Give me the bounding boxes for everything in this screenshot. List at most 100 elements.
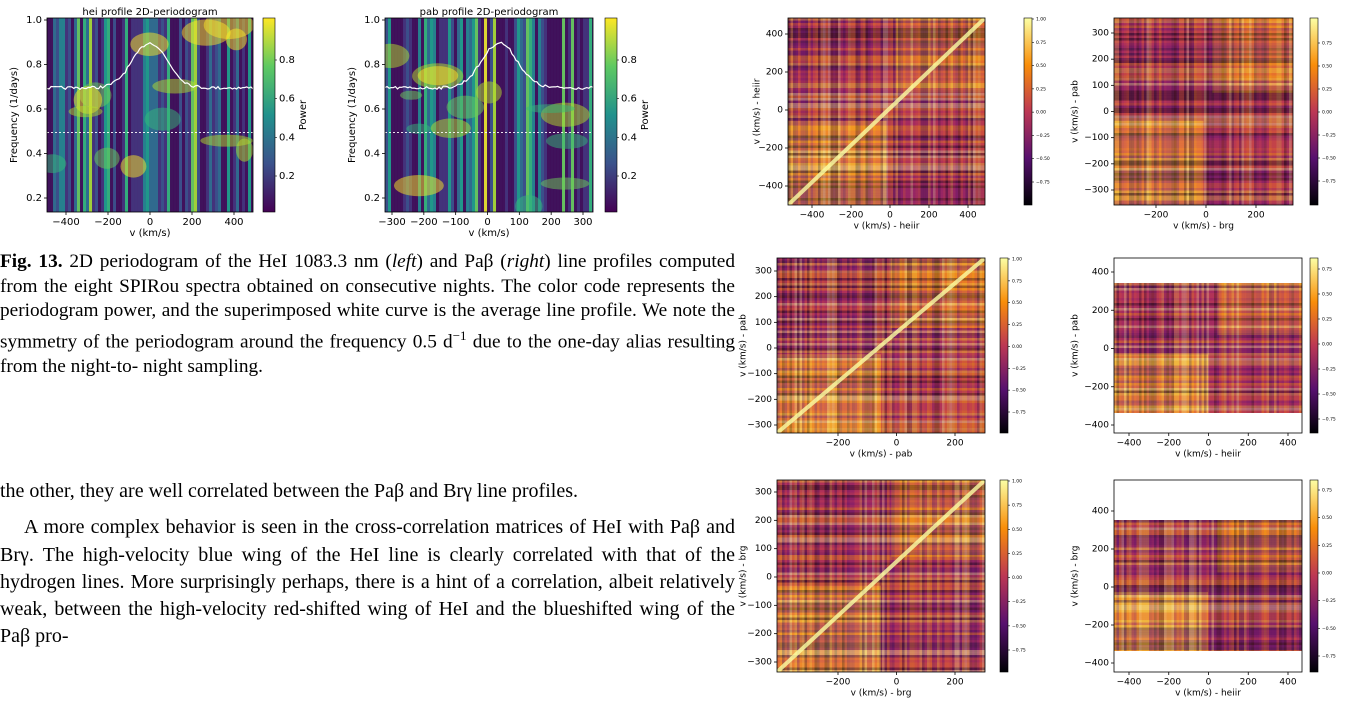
heatmap-cell: [777, 405, 985, 409]
heatmap-cell: [427, 18, 431, 212]
heatmap-cell: [829, 480, 833, 672]
heatmap-cell: [221, 18, 225, 212]
heatmap-cell: [511, 18, 515, 212]
heatmap-cell: [777, 420, 985, 424]
heatmap-cell: [1114, 25, 1293, 29]
heatmap-cell: [777, 333, 985, 336]
heatmap-cell: [1229, 18, 1232, 205]
heatmap-cell: [982, 258, 985, 433]
heatmap-cell: [777, 278, 985, 281]
heatmap-cell: [800, 18, 804, 205]
heatmap-cell: [832, 480, 835, 672]
heatmap-cell: [777, 627, 985, 631]
heatmap-cell: [777, 512, 985, 516]
heatmap-cell: [1114, 163, 1293, 166]
heatmap-cell: [1114, 33, 1293, 36]
heatmap-cell: [1134, 520, 1137, 651]
heatmap-cell: [960, 18, 964, 205]
heatmap-cell: [1206, 520, 1210, 651]
heatmap-cell: [1114, 193, 1293, 196]
heatmap-cell: [788, 105, 985, 109]
heatmap-cell: [944, 480, 948, 672]
heatmap-cell: [1129, 283, 1132, 413]
heatmap-cell: [1241, 18, 1245, 205]
heatmap-cell: [496, 18, 500, 212]
heatmap-cell: [1244, 283, 1247, 413]
colorbar-tick-label: −0.50: [1012, 388, 1026, 394]
heatmap-cell: [1231, 283, 1235, 413]
heatmap-cell: [777, 283, 985, 286]
heatmap-cell: [788, 73, 985, 76]
heatmap-cell: [1186, 18, 1190, 205]
heatmap-cell: [957, 480, 960, 672]
y-axis-label: Frequency (1/days): [347, 67, 358, 163]
heatmap-cell: [983, 18, 985, 205]
heatmap-cell: [939, 258, 943, 433]
colorbar-tick-label: 0.00: [1322, 110, 1332, 116]
heatmap-cell: [388, 18, 392, 212]
heatmap-cell: [1146, 520, 1150, 651]
heatmap-cell: [1171, 283, 1175, 413]
x-tick-label: 0: [1203, 211, 1209, 221]
heatmap-cell: [964, 258, 968, 433]
heatmap-cell: [932, 258, 935, 433]
heatmap-cell: [915, 18, 919, 205]
x-tick-label: −300: [378, 217, 405, 228]
heatmap-cell: [1239, 283, 1242, 413]
heatmap-cell: [1114, 85, 1293, 89]
heatmap-cell: [1114, 363, 1302, 366]
heatmap-cell: [788, 133, 985, 136]
heatmap-cell: [1221, 18, 1225, 205]
heatmap-cell: [788, 83, 985, 86]
average-profile: [385, 41, 593, 91]
heatmap-cell: [47, 18, 51, 212]
heatmap-cell: [777, 565, 985, 568]
heatmap-cell: [1114, 592, 1302, 596]
heatmap-cell: [777, 320, 985, 324]
heatmap-cell: [777, 295, 985, 299]
heatmap-cell: [947, 480, 950, 672]
heatmap-cell: [1114, 285, 1302, 289]
heatmap-blob: [120, 155, 147, 178]
colorbar-tick-label: 1.00: [1012, 257, 1022, 263]
heatmap-cell: [825, 18, 829, 205]
heatmap-cell: [777, 323, 985, 326]
heatmap-cell: [1114, 185, 1293, 189]
plot-frame: [384, 17, 594, 213]
heatmap-cell: [788, 145, 985, 149]
heatmap-cell: [1206, 283, 1210, 413]
heatmap-cell: [1119, 18, 1122, 205]
heatmap-cell: [924, 258, 928, 433]
heatmap-cell: [56, 18, 60, 212]
heatmap-cell: [1114, 130, 1293, 134]
heatmap-cell: [1114, 288, 1302, 291]
colorbar-tick-label: −0.75: [1012, 648, 1026, 654]
heatmap-cell: [218, 18, 222, 212]
heatmap-cell: [777, 630, 985, 633]
x-tick-label: 200: [946, 439, 963, 449]
heatmap-cell: [1114, 18, 1293, 21]
heatmap-cell: [1114, 98, 1293, 101]
heatmap-cell: [788, 45, 985, 49]
heatmap-cell: [1139, 18, 1142, 205]
caption-label: Fig. 13.: [0, 251, 63, 272]
heatmap-cell: [1201, 18, 1205, 205]
heatmap-cell: [1126, 283, 1130, 413]
heatmap-cell: [1114, 178, 1293, 181]
panel-title: hei profile 2D-periodogram: [82, 7, 217, 18]
heatmap-cell: [912, 258, 915, 433]
heatmap-cell: [777, 268, 985, 271]
matrix-panel: −200 0 200 300 200 100 0 −100 −200 −300 v (km/s) -…: [739, 257, 1026, 460]
heatmap-cell: [1266, 18, 1270, 205]
heatmap-cell: [777, 555, 985, 558]
heatmap-blob: [417, 66, 459, 86]
figure-caption: Fig. 13. 2D periodogram of the HeI 1083.…: [0, 250, 735, 379]
heatmap-cell: [1239, 520, 1242, 651]
heatmap-blob: [430, 118, 471, 138]
heatmap-cell: [788, 200, 985, 204]
heatmap-cell: [790, 18, 794, 205]
heatmap-cell: [777, 487, 985, 491]
heatmap-cell: [803, 18, 806, 205]
heatmap-cell: [1199, 520, 1202, 651]
heatmap-cell: [1114, 135, 1293, 139]
